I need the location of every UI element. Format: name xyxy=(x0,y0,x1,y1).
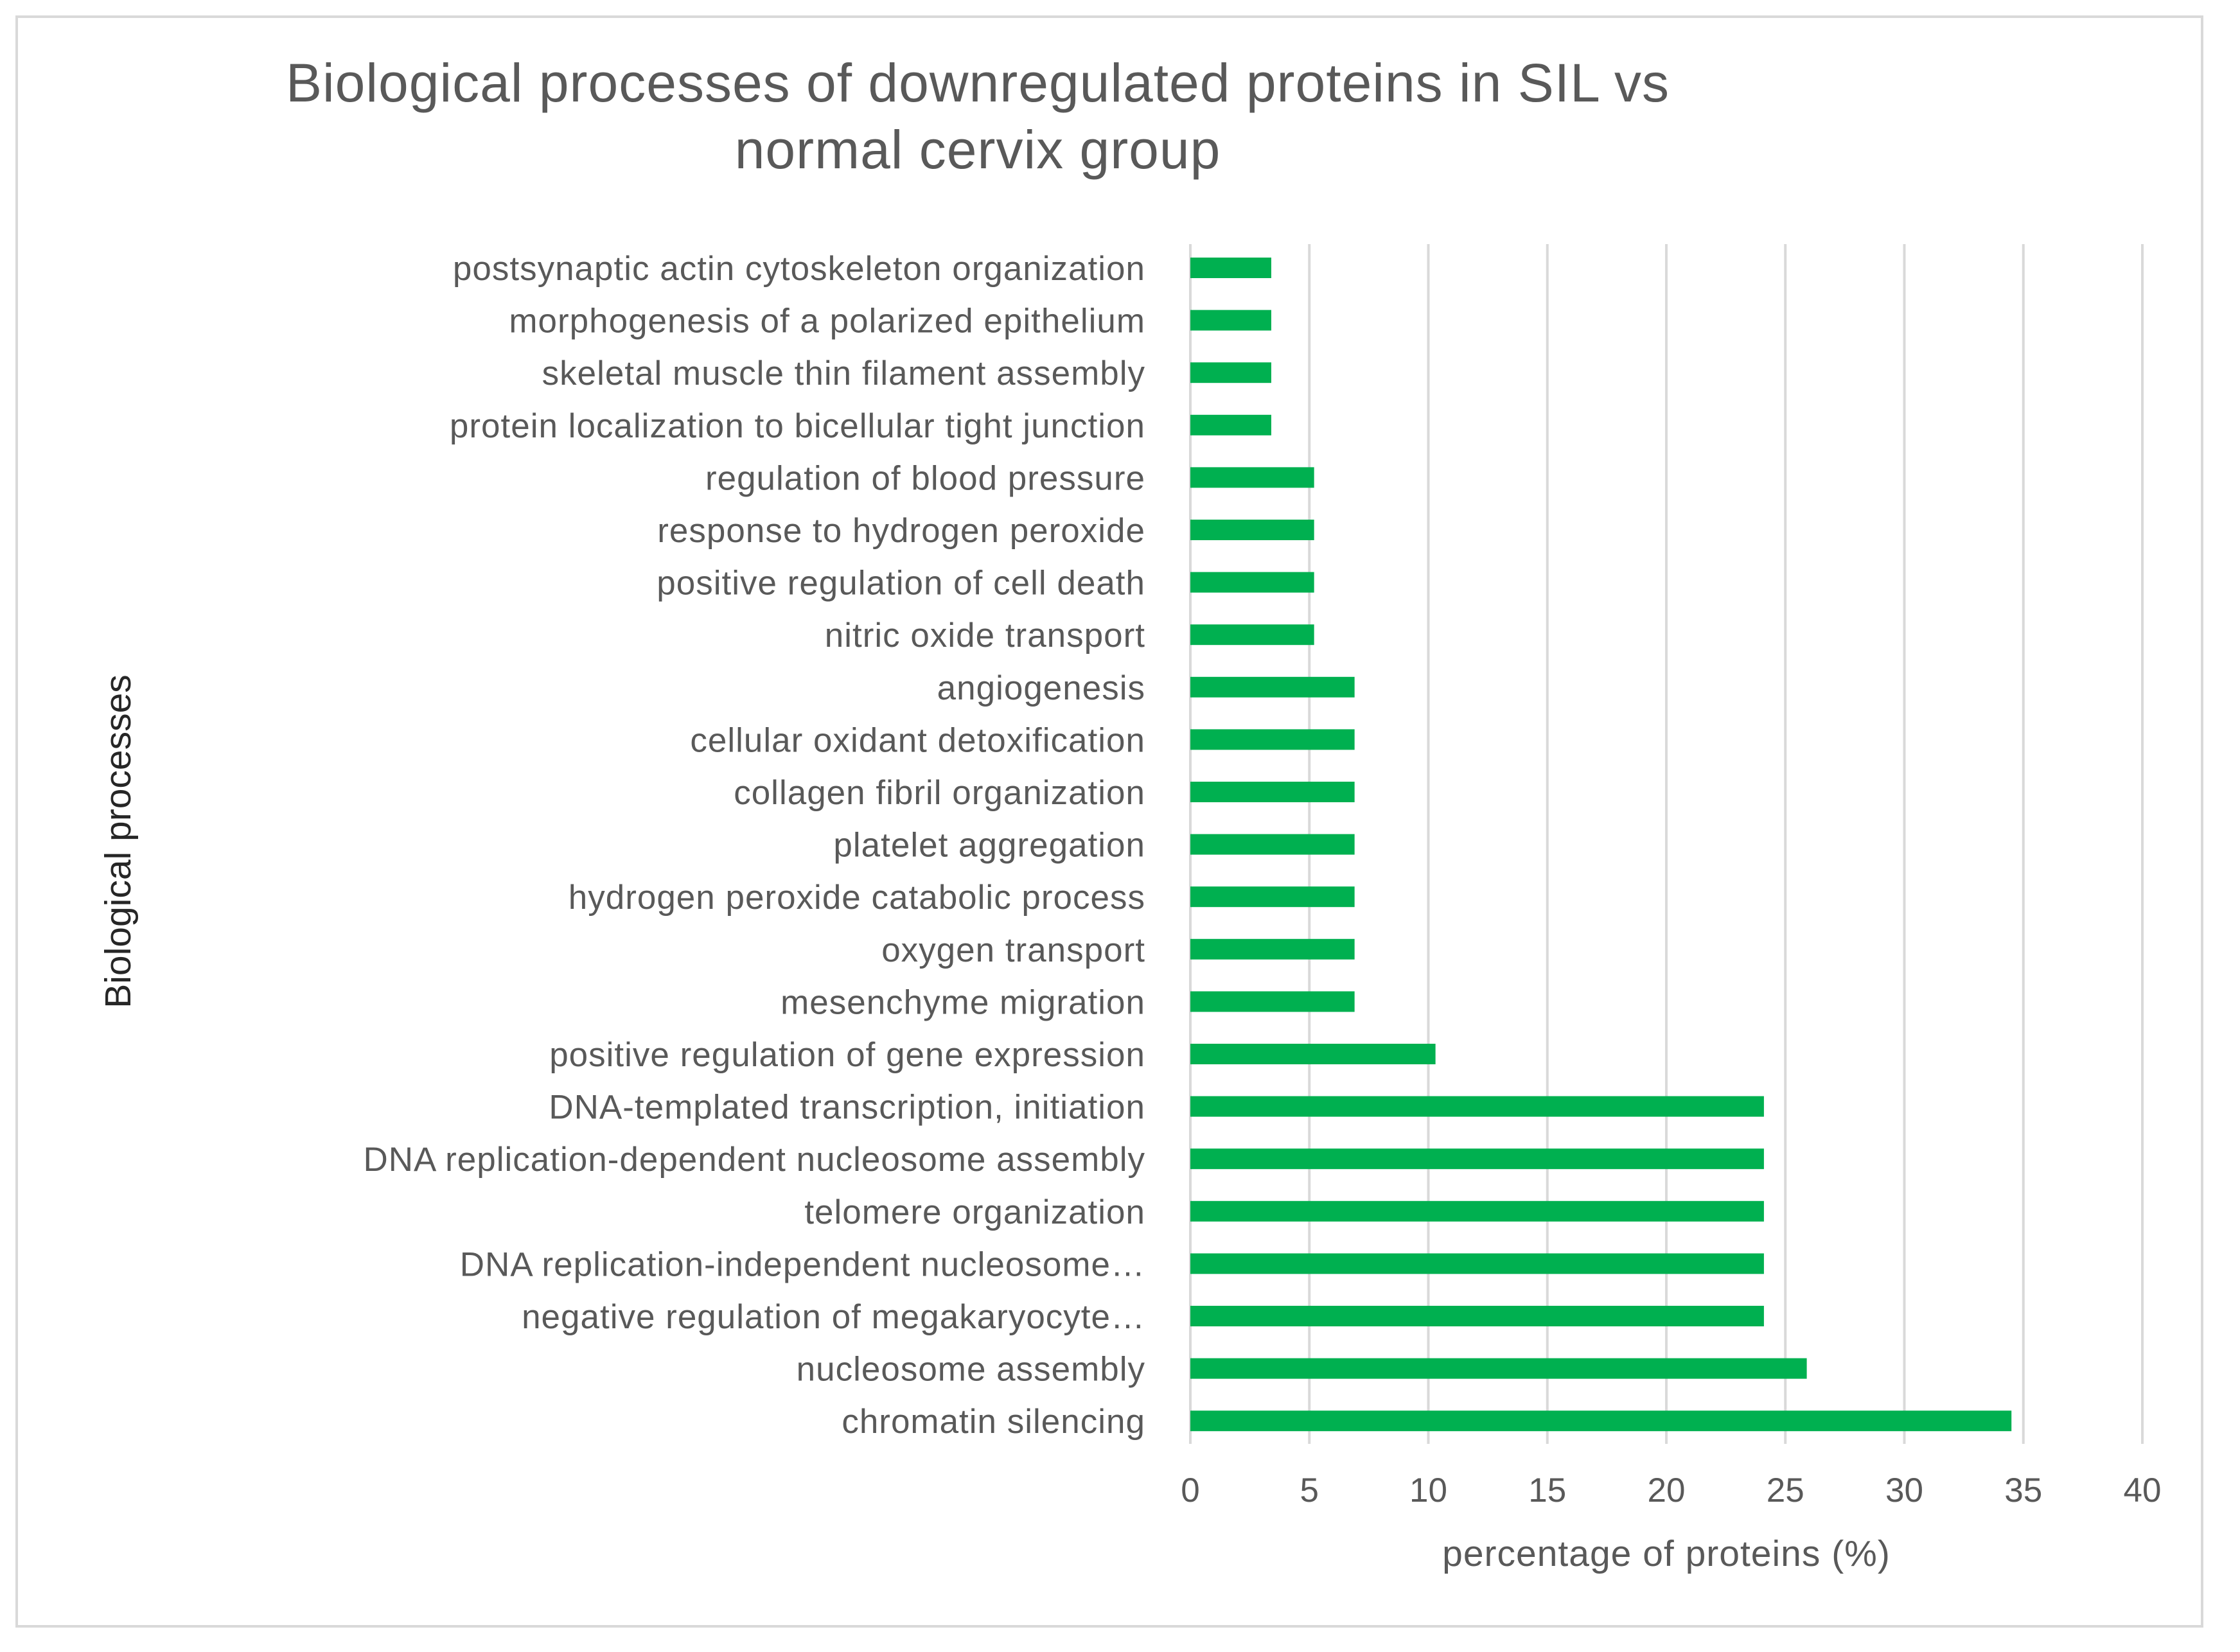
bar xyxy=(1190,572,1314,593)
category-label: chromatin silencing xyxy=(842,1403,1145,1441)
bar xyxy=(1190,258,1271,278)
category-label: negative regulation of megakaryocyte… xyxy=(522,1298,1145,1336)
x-tick-label: 30 xyxy=(1885,1472,1923,1509)
category-label: hydrogen peroxide catabolic process xyxy=(569,879,1145,917)
chart-frame xyxy=(15,15,2203,1628)
bar xyxy=(1190,1306,1764,1326)
bar xyxy=(1190,1200,1764,1222)
category-label: DNA-templated transcription, initiation xyxy=(549,1089,1145,1127)
category-label: postsynaptic actin cytoskeleton organiza… xyxy=(453,250,1145,288)
bar xyxy=(1190,782,1355,802)
category-label: platelet aggregation xyxy=(833,827,1145,865)
bar xyxy=(1190,1358,1807,1379)
x-tick-label: 5 xyxy=(1300,1472,1319,1509)
x-tick-label: 40 xyxy=(2124,1472,2162,1509)
bar xyxy=(1190,310,1271,331)
x-tick-label: 35 xyxy=(2004,1472,2042,1509)
category-label: positive regulation of gene expression xyxy=(549,1036,1145,1074)
category-label: nitric oxide transport xyxy=(825,617,1145,655)
chart-title-line-2: normal cervix group xyxy=(735,119,1221,180)
bar xyxy=(1190,991,1355,1012)
chart-title: Biological processes of downregulated pr… xyxy=(286,53,1670,180)
bar xyxy=(1190,938,1355,960)
bars xyxy=(1190,258,2012,1432)
category-label: skeletal muscle thin filament assembly xyxy=(542,355,1145,392)
category-label: angiogenesis xyxy=(937,669,1145,707)
category-label: telomere organization xyxy=(804,1193,1145,1231)
bar xyxy=(1190,1148,1764,1170)
x-tick-label: 15 xyxy=(1528,1472,1566,1509)
category-label: mesenchyme migration xyxy=(780,983,1145,1021)
category-label: positive regulation of cell death xyxy=(657,565,1145,602)
bar xyxy=(1190,1253,1764,1274)
bar xyxy=(1190,414,1271,435)
x-tick-label: 10 xyxy=(1409,1472,1447,1509)
x-tick-label: 0 xyxy=(1181,1472,1199,1509)
category-label: response to hydrogen peroxide xyxy=(657,512,1145,550)
bar xyxy=(1190,624,1314,646)
bar xyxy=(1190,362,1271,383)
category-label: morphogenesis of a polarized epithelium xyxy=(509,303,1145,340)
bar xyxy=(1190,886,1355,908)
category-label: oxygen transport xyxy=(881,931,1145,969)
x-axis-title: percentage of proteins (%) xyxy=(1442,1533,1891,1574)
bar xyxy=(1190,1044,1436,1064)
category-labels: postsynaptic actin cytoskeleton organiza… xyxy=(363,250,1145,1441)
category-label: cellular oxidant detoxification xyxy=(690,721,1145,759)
category-label: protein localization to bicellular tight… xyxy=(450,407,1145,445)
category-label: DNA replication-dependent nucleosome ass… xyxy=(363,1141,1145,1179)
x-tick-label: 25 xyxy=(1767,1472,1804,1509)
category-label: nucleosome assembly xyxy=(797,1351,1145,1389)
bar xyxy=(1190,1410,2012,1432)
chart-title-line-1: Biological processes of downregulated pr… xyxy=(286,53,1670,113)
bar xyxy=(1190,676,1355,698)
category-label: regulation of blood pressure xyxy=(705,459,1145,497)
y-axis-title: Biological processes xyxy=(98,674,139,1008)
gridlines xyxy=(1189,244,2144,1444)
bar xyxy=(1190,729,1355,750)
category-label: DNA replication-independent nucleosome… xyxy=(460,1245,1145,1283)
category-label: collagen fibril organization xyxy=(734,774,1145,812)
x-tick-labels: 0 5 10 15 20 25 30 35 40 xyxy=(1181,1472,2161,1509)
bar xyxy=(1190,834,1355,855)
bar xyxy=(1190,1096,1764,1117)
bar xyxy=(1190,520,1314,540)
x-tick-label: 20 xyxy=(1648,1472,1686,1509)
bar xyxy=(1190,467,1314,488)
